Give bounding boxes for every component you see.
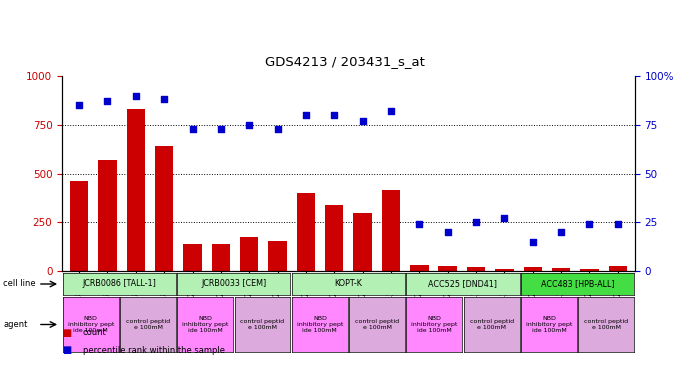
Bar bbox=[609, 266, 627, 271]
Bar bbox=[126, 109, 145, 271]
Text: ■: ■ bbox=[62, 345, 71, 355]
Point bbox=[244, 122, 255, 128]
Text: control peptid
e 100mM: control peptid e 100mM bbox=[584, 319, 628, 330]
Bar bbox=[495, 269, 513, 271]
Bar bbox=[70, 181, 88, 271]
Text: ■: ■ bbox=[62, 328, 71, 338]
Text: percentile rank within the sample: percentile rank within the sample bbox=[83, 346, 225, 355]
Text: control peptid
e 100mM: control peptid e 100mM bbox=[241, 319, 284, 330]
Bar bbox=[268, 241, 287, 271]
Point bbox=[300, 112, 311, 118]
Text: ACC525 [DND41]: ACC525 [DND41] bbox=[428, 280, 497, 288]
Bar bbox=[438, 266, 457, 271]
Bar bbox=[325, 205, 344, 271]
Bar bbox=[212, 244, 230, 271]
Point bbox=[499, 215, 510, 222]
Text: count: count bbox=[83, 328, 106, 338]
Point bbox=[471, 219, 482, 225]
Point bbox=[357, 118, 368, 124]
Text: NBD
inhibitory pept
ide 100mM: NBD inhibitory pept ide 100mM bbox=[68, 316, 114, 333]
Text: JCRB0033 [CEM]: JCRB0033 [CEM] bbox=[201, 280, 266, 288]
Bar bbox=[184, 244, 201, 271]
Text: control peptid
e 100mM: control peptid e 100mM bbox=[355, 319, 399, 330]
Text: NBD
inhibitory pept
ide 100mM: NBD inhibitory pept ide 100mM bbox=[182, 316, 228, 333]
Text: NBD
inhibitory pept
ide 100mM: NBD inhibitory pept ide 100mM bbox=[526, 316, 572, 333]
Text: cell line: cell line bbox=[3, 280, 36, 288]
Point bbox=[442, 229, 453, 235]
Text: JCRB0086 [TALL-1]: JCRB0086 [TALL-1] bbox=[82, 280, 157, 288]
Bar bbox=[552, 268, 571, 271]
Text: NBD
inhibitory pept
ide 100mM: NBD inhibitory pept ide 100mM bbox=[411, 316, 457, 333]
Point bbox=[215, 126, 226, 132]
Text: NBD
inhibitory pept
ide 100mM: NBD inhibitory pept ide 100mM bbox=[297, 316, 343, 333]
Point bbox=[527, 239, 538, 245]
Bar bbox=[155, 146, 173, 271]
Bar bbox=[580, 270, 599, 271]
Bar bbox=[353, 214, 372, 271]
Point bbox=[612, 221, 623, 227]
Point bbox=[187, 126, 198, 132]
Text: agent: agent bbox=[3, 320, 28, 329]
Bar bbox=[382, 190, 400, 271]
Point bbox=[74, 102, 85, 108]
Text: KOPT-K: KOPT-K bbox=[335, 280, 362, 288]
Bar bbox=[467, 267, 485, 271]
Point bbox=[159, 96, 170, 103]
Bar bbox=[524, 267, 542, 271]
Point bbox=[584, 221, 595, 227]
Text: ACC483 [HPB-ALL]: ACC483 [HPB-ALL] bbox=[541, 280, 614, 288]
Point bbox=[555, 229, 566, 235]
Text: GDS4213 / 203431_s_at: GDS4213 / 203431_s_at bbox=[265, 55, 425, 68]
Bar bbox=[240, 237, 259, 271]
Point bbox=[386, 108, 397, 114]
Text: control peptid
e 100mM: control peptid e 100mM bbox=[126, 319, 170, 330]
Point bbox=[130, 93, 141, 99]
Point bbox=[272, 126, 283, 132]
Bar bbox=[410, 265, 428, 271]
Bar bbox=[98, 160, 117, 271]
Point bbox=[414, 221, 425, 227]
Bar bbox=[297, 193, 315, 271]
Point bbox=[328, 112, 339, 118]
Point bbox=[102, 98, 113, 104]
Text: control peptid
e 100mM: control peptid e 100mM bbox=[470, 319, 513, 330]
